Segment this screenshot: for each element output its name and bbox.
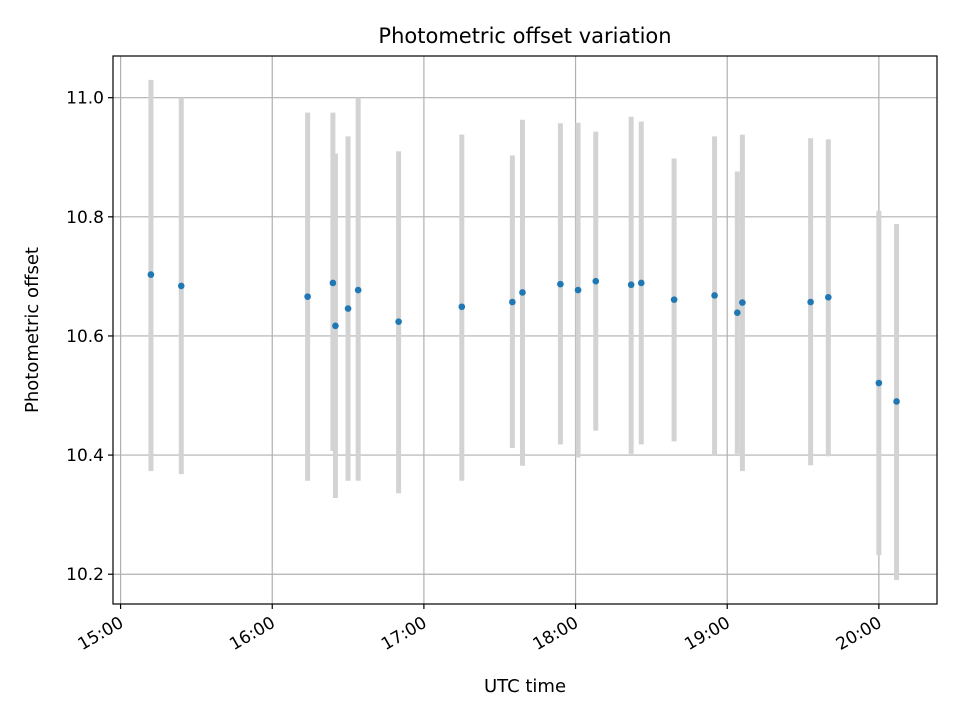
- data-point: [458, 303, 466, 311]
- data-point: [557, 280, 564, 288]
- y-tick-label: 10.8: [66, 208, 104, 228]
- y-tick-label: 10.6: [66, 327, 104, 347]
- y-axis-label: Photometric offset: [22, 247, 43, 413]
- data-point: [147, 271, 155, 278]
- data-point: [509, 298, 516, 306]
- data-point: [304, 293, 311, 300]
- data-point: [734, 309, 741, 317]
- y-tick-label: 10.4: [66, 446, 104, 466]
- data-points: [147, 271, 900, 405]
- data-point: [354, 286, 362, 294]
- data-point: [739, 299, 746, 306]
- data-point: [592, 277, 600, 285]
- data-point: [637, 279, 645, 287]
- data-point: [825, 293, 832, 301]
- data-point: [177, 282, 185, 290]
- data-point: [807, 298, 814, 306]
- data-point: [329, 279, 337, 287]
- data-point: [875, 379, 883, 387]
- data-point: [519, 289, 526, 296]
- chart-title: Photometric offset variation: [378, 24, 671, 48]
- y-tick-label: 11.0: [66, 89, 104, 109]
- plot-area-frame: [112, 55, 938, 605]
- data-point: [344, 305, 352, 312]
- x-axis-label: UTC time: [484, 676, 566, 697]
- y-tick-label: 10.2: [66, 565, 104, 585]
- data-point: [574, 286, 582, 294]
- data-point: [670, 296, 678, 303]
- data-point: [711, 292, 718, 299]
- y-axis-ticks: 10.2 10.4 10.6 10.8 11.0: [66, 89, 113, 585]
- data-point: [893, 398, 900, 405]
- data-point: [627, 281, 635, 289]
- data-point: [395, 318, 402, 325]
- data-point: [332, 322, 339, 330]
